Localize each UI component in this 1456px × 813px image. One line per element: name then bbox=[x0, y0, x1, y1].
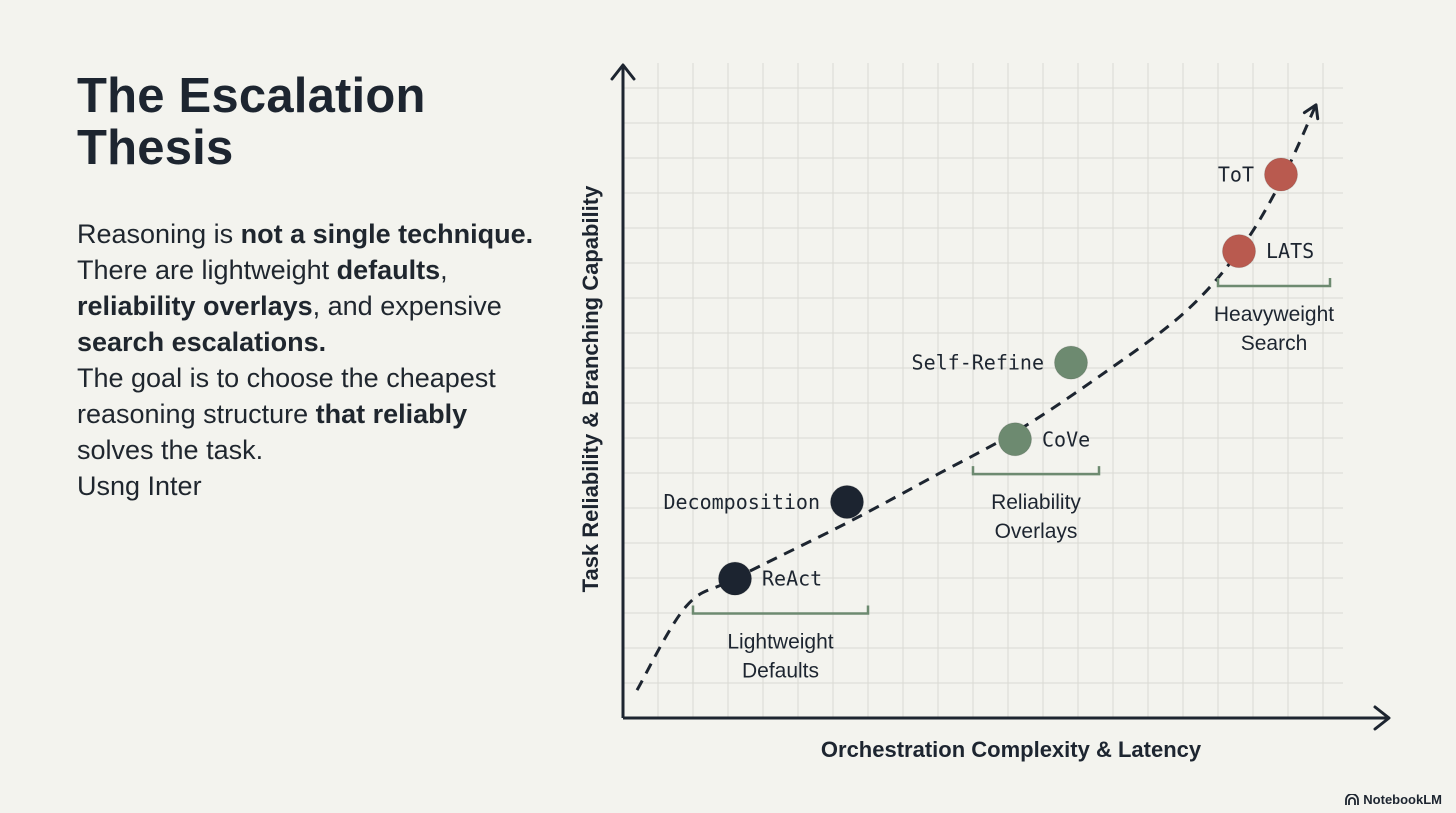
body-text-plain: , bbox=[440, 255, 448, 286]
group-bracket bbox=[691, 605, 870, 615]
group-label: Defaults bbox=[742, 659, 819, 682]
body-text-plain: There are lightweight bbox=[77, 255, 337, 286]
data-point-tot bbox=[1264, 157, 1298, 192]
group-label: Lightweight bbox=[727, 630, 833, 653]
data-point-self-refine bbox=[1054, 345, 1088, 380]
data-label-react: ReAct bbox=[762, 567, 822, 591]
data-point-react bbox=[718, 561, 752, 596]
x-axis-arrow-icon bbox=[1373, 705, 1391, 731]
data-point-lats bbox=[1222, 234, 1256, 269]
body-text-plain: Reasoning is bbox=[77, 219, 241, 249]
trend-arrow-icon bbox=[1302, 103, 1320, 121]
trend-line bbox=[635, 104, 1318, 691]
y-axis-arrow-icon bbox=[610, 63, 636, 81]
slide-body: Reasoning is not a single technique. The… bbox=[77, 216, 547, 504]
body-text-bold: search escalations. bbox=[77, 327, 327, 358]
body-text-plain: solves the task. bbox=[77, 435, 264, 466]
brand-label: NotebookLM bbox=[1363, 792, 1442, 807]
data-label-cove: CoVe bbox=[1042, 427, 1090, 451]
group-bracket bbox=[1216, 277, 1332, 288]
data-point-cove bbox=[998, 422, 1032, 457]
notebooklm-brand: NotebookLM bbox=[1345, 792, 1442, 807]
group-label: Reliability bbox=[991, 491, 1081, 514]
data-label-lats: LATS bbox=[1266, 239, 1314, 263]
data-point-decomposition bbox=[830, 484, 864, 519]
body-text-bold: that reliably bbox=[315, 399, 468, 430]
slide-title: The Escalation Thesis bbox=[77, 69, 426, 176]
body-text-note: Usng Inter bbox=[77, 471, 202, 502]
group-label: Search bbox=[1241, 332, 1308, 355]
group-label: Heavyweight bbox=[1214, 303, 1334, 326]
body-text-bold: defaults bbox=[336, 255, 441, 286]
y-axis-label: Task Reliability & Branching Capability bbox=[578, 185, 603, 592]
data-label-decomposition: Decomposition bbox=[663, 490, 820, 514]
data-label-tot: ToT bbox=[1218, 162, 1254, 186]
group-bracket bbox=[971, 466, 1101, 476]
x-axis-label: Orchestration Complexity & Latency bbox=[821, 737, 1202, 762]
notebooklm-logo-icon bbox=[1345, 793, 1360, 805]
body-text-bold: reliability overlays bbox=[77, 291, 313, 322]
body-text-plain: , and expensive bbox=[312, 291, 502, 322]
body-text-bold: not a single technique. bbox=[240, 219, 534, 249]
data-label-self-refine: Self-Refine bbox=[912, 351, 1044, 375]
group-label: Overlays bbox=[995, 520, 1078, 543]
body-text-plain: The goal is to choose the cheapest reaso… bbox=[77, 363, 496, 430]
